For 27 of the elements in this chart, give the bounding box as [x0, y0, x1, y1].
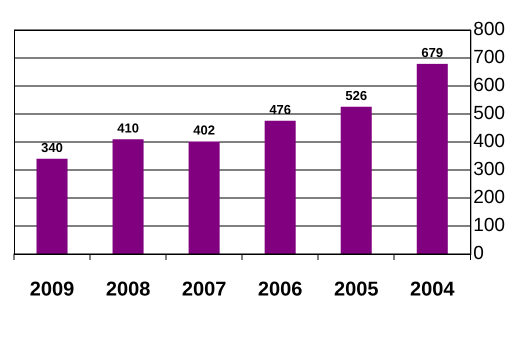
y-tick-label: 200 — [473, 187, 505, 208]
x-tick-label: 2006 — [258, 278, 302, 301]
data-label: 340 — [41, 140, 63, 155]
x-tick-label: 2007 — [182, 278, 226, 301]
data-label: 526 — [345, 88, 368, 103]
x-tick-label: 2008 — [106, 278, 150, 301]
bar — [112, 139, 144, 254]
y-tick-label: 800 — [473, 19, 505, 40]
data-label: 679 — [421, 44, 444, 60]
y-tick-label: 600 — [473, 75, 505, 96]
bar — [416, 64, 448, 254]
bar — [36, 158, 68, 254]
data-label: 476 — [269, 102, 292, 117]
x-tick-label: 2005 — [334, 278, 378, 301]
y-tick-label: 700 — [473, 47, 505, 68]
y-tick-label: 500 — [473, 103, 505, 124]
y-tick-label: 300 — [473, 159, 505, 180]
y-tick-label: 100 — [473, 215, 505, 236]
x-tick-label: 2004 — [410, 278, 456, 301]
bar — [340, 106, 372, 254]
bar — [188, 141, 220, 254]
y-tick-label: 0 — [473, 243, 484, 264]
data-label: 410 — [117, 120, 139, 136]
y-tick-label: 400 — [473, 131, 505, 152]
bar — [264, 120, 296, 254]
data-label: 402 — [193, 122, 215, 138]
x-tick-label: 2009 — [30, 278, 74, 301]
